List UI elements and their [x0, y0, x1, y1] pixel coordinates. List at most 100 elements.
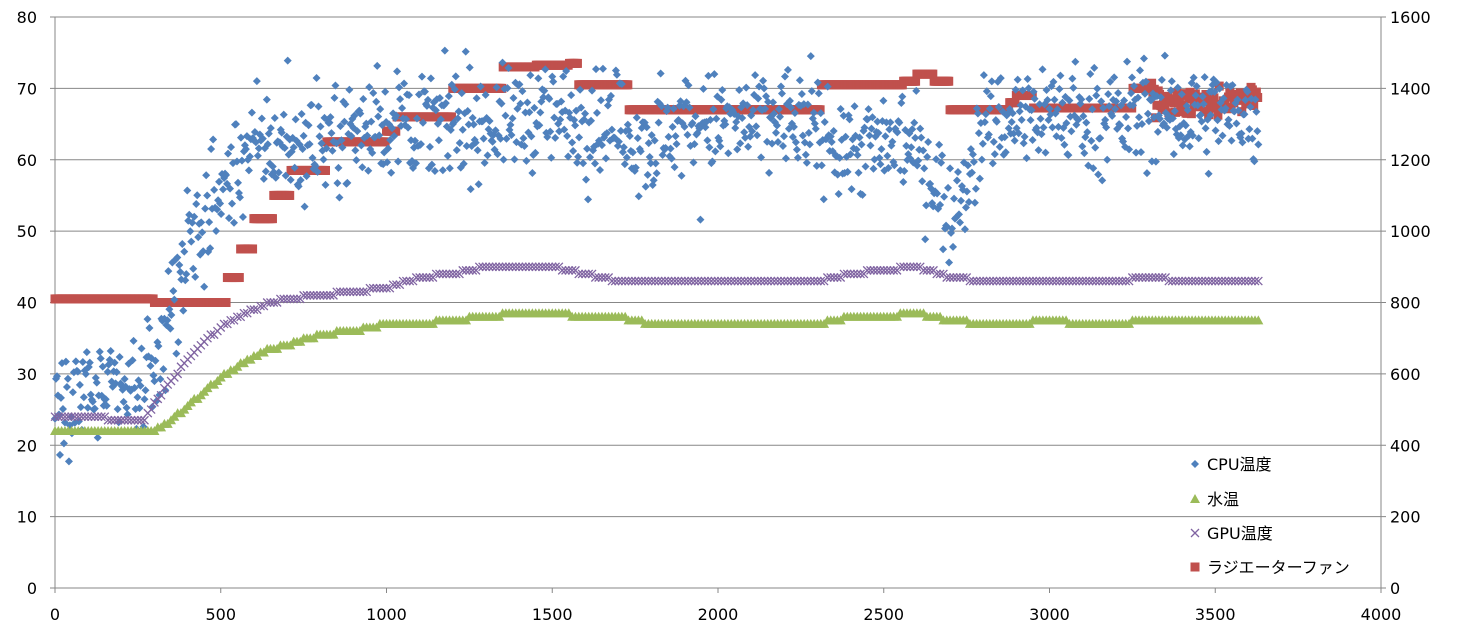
cpu-point [238, 212, 247, 221]
cpu-point [222, 170, 231, 179]
cpu-point [170, 295, 179, 304]
cpu-point [226, 184, 235, 193]
cpu-point [412, 114, 421, 123]
cpu-point [1082, 118, 1091, 127]
gpu-point [696, 276, 706, 286]
cpu-point [217, 210, 226, 219]
y2-tick-label: 1600 [1390, 8, 1431, 27]
cpu-point [441, 99, 450, 108]
cpu-point [606, 91, 615, 100]
gpu-point [133, 415, 143, 425]
cpu-point [1097, 97, 1106, 106]
cpu-point [961, 203, 970, 212]
cpu-point [507, 130, 516, 139]
legend-label: GPU温度 [1207, 524, 1273, 543]
gpu-point [1041, 276, 1051, 286]
gpu-point [657, 276, 667, 286]
gpu-point [1174, 276, 1184, 286]
cpu-point [1102, 123, 1111, 132]
gpu-point [806, 276, 816, 286]
gpu-point [338, 287, 348, 297]
cpu-point [761, 104, 770, 113]
gpu-point [292, 294, 302, 304]
cpu-point [268, 162, 277, 171]
y2-tick-label: 800 [1390, 294, 1421, 313]
gpu-point [1171, 276, 1180, 286]
cpu-point [1108, 111, 1117, 120]
cpu-point [461, 47, 470, 56]
cpu-point [861, 162, 870, 171]
cpu-point [465, 63, 474, 72]
x-tick-label: 2000 [698, 605, 739, 624]
fan-point [380, 137, 390, 147]
gpu-point [637, 276, 647, 286]
cpu-point [748, 127, 757, 136]
cpu-point [504, 63, 513, 72]
cpu-point [593, 108, 602, 117]
cpu-point [52, 372, 61, 381]
gpu-point [110, 415, 120, 425]
gpu-point [557, 265, 567, 275]
cpu-point [1206, 111, 1215, 120]
cpu-point [845, 115, 854, 124]
cpu-point [1198, 92, 1207, 101]
fan-point [911, 76, 921, 86]
cpu-point [987, 77, 996, 86]
gpu-point [1031, 276, 1041, 286]
cpu-point [280, 144, 289, 153]
cpu-point [744, 142, 753, 151]
cpu-point [736, 139, 745, 148]
fan-point [1249, 100, 1259, 110]
gpu-point [1015, 276, 1025, 286]
cpu-point [411, 136, 420, 145]
cpu-point [620, 160, 629, 169]
cpu-point [175, 260, 184, 269]
gpu-point [590, 273, 600, 282]
cpu-point [1071, 57, 1080, 66]
cpu-point [790, 108, 799, 117]
cpu-point [317, 139, 326, 148]
cpu-point [479, 134, 488, 143]
gpu-point [899, 262, 909, 272]
cpu-point [1130, 81, 1139, 90]
axes [50, 16, 1386, 593]
cpu-point [395, 83, 404, 92]
cpu-point [933, 189, 942, 198]
cpu-point [137, 344, 146, 353]
cpu-point [1144, 117, 1153, 126]
gpu-point [690, 276, 700, 286]
cpu-point [853, 151, 862, 160]
cpu-point [955, 218, 964, 227]
cpu-point [775, 112, 784, 121]
cpu-point [369, 89, 378, 98]
gpu-point [812, 276, 822, 286]
cpu-point [649, 176, 658, 185]
cpu-point [584, 195, 593, 204]
cpu-point [425, 142, 434, 151]
cpu-point [625, 132, 634, 141]
cpu-point [1204, 169, 1213, 178]
cpu-point [900, 166, 909, 175]
gpu-point [620, 276, 630, 286]
gpu-point [342, 287, 352, 297]
cpu-point [814, 89, 823, 98]
cpu-point [1041, 148, 1050, 157]
cpu-point [753, 131, 762, 140]
cpu-point [1112, 97, 1121, 106]
cpu-point [1026, 116, 1035, 125]
cpu-point [247, 108, 256, 117]
cpu-point [387, 168, 396, 177]
tick-labels: 0 500 1000 1500 2000 2500 3000 3500 400001020304… [17, 8, 1431, 624]
cpu-point [647, 131, 656, 140]
y2-tick-label: 1000 [1390, 222, 1431, 241]
gpu-point [474, 262, 484, 272]
cpu-point [1132, 148, 1141, 157]
cpu-point [506, 120, 515, 129]
gpu-point [1154, 273, 1164, 282]
gpu-point [1237, 276, 1247, 286]
gpu-point [677, 276, 686, 286]
gpu-point [1048, 276, 1058, 286]
cpu-point [826, 132, 835, 141]
cpu-point [1065, 96, 1074, 105]
cpu-point [890, 161, 899, 170]
